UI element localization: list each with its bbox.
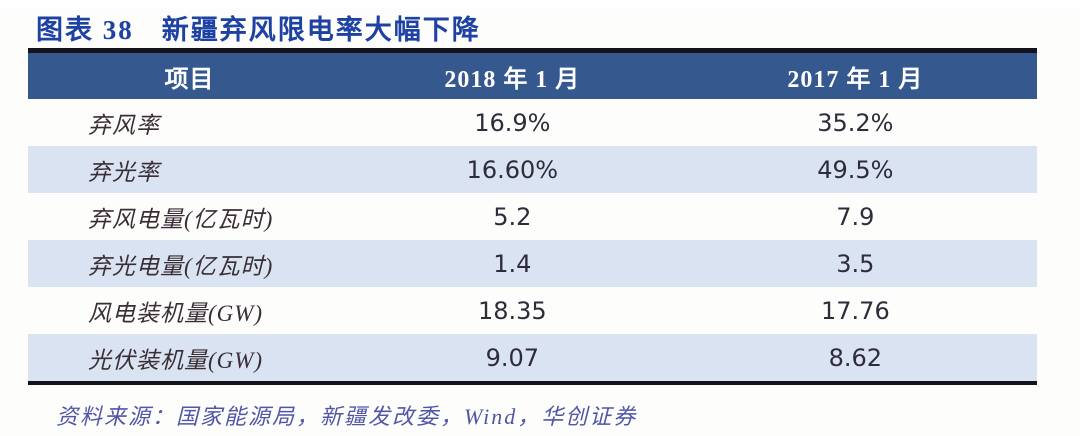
row-item-label: 弃光率 <box>88 159 160 185</box>
table-row-solar-installed-capacity: 光伏装机量(GW) 9.07 8.62 <box>28 334 1037 381</box>
row-item-label: 风电装机量(GW) <box>88 300 264 326</box>
data-table: 项目 2018 年 1 月 2017 年 1 月 弃风率 16.9% 35.2%… <box>28 48 1037 385</box>
value-2017: 17.76 <box>821 296 890 325</box>
value-2018: 1.4 <box>493 249 532 278</box>
value-2018: 5.2 <box>493 202 532 231</box>
value-2017: 35.2% <box>817 108 894 137</box>
table-row-solar-curtailment-rate: 弃光率 16.60% 49.5% <box>28 146 1037 193</box>
column-header-2018: 2018 年 1 月 <box>444 66 581 93</box>
source-note: 资料来源：国家能源局，新疆发改委，Wind，华创证券 <box>56 404 638 429</box>
column-header-2017: 2017 年 1 月 <box>787 66 924 93</box>
value-2017: 3.5 <box>836 249 875 278</box>
report-figure-page: 图表 38 新疆弃风限电率大幅下降 项目 2018 年 1 月 2017 年 1… <box>0 8 1080 436</box>
row-item-label: 弃风率 <box>88 112 160 138</box>
table-row-wind-curtailment-rate: 弃风率 16.9% 35.2% <box>28 99 1037 146</box>
table-row-wind-curtailed-energy: 弃风电量(亿瓦时) 5.2 7.9 <box>28 193 1037 240</box>
value-2018: 16.9% <box>474 108 551 137</box>
value-2018: 16.60% <box>466 155 559 184</box>
figure-title: 图表 38 新疆弃风限电率大幅下降 <box>36 8 1080 46</box>
row-item-label: 光伏装机量(GW) <box>88 347 264 373</box>
table-row-wind-installed-capacity: 风电装机量(GW) 18.35 17.76 <box>28 287 1037 334</box>
figure-number-label: 图表 38 <box>36 14 134 45</box>
table-header-row: 项目 2018 年 1 月 2017 年 1 月 <box>28 53 1037 99</box>
row-item-label: 弃光电量(亿瓦时) <box>88 253 274 279</box>
value-2017: 7.9 <box>836 202 875 231</box>
column-header-item: 项目 <box>164 66 215 93</box>
figure-title-text: 新疆弃风限电率大幅下降 <box>161 14 481 45</box>
table-row-solar-curtailed-energy: 弃光电量(亿瓦时) 1.4 3.5 <box>28 240 1037 287</box>
value-2017: 49.5% <box>817 155 894 184</box>
value-2018: 9.07 <box>485 343 540 372</box>
row-item-label: 弃风电量(亿瓦时) <box>88 206 274 232</box>
value-2017: 8.62 <box>828 343 883 372</box>
value-2018: 18.35 <box>477 296 547 325</box>
